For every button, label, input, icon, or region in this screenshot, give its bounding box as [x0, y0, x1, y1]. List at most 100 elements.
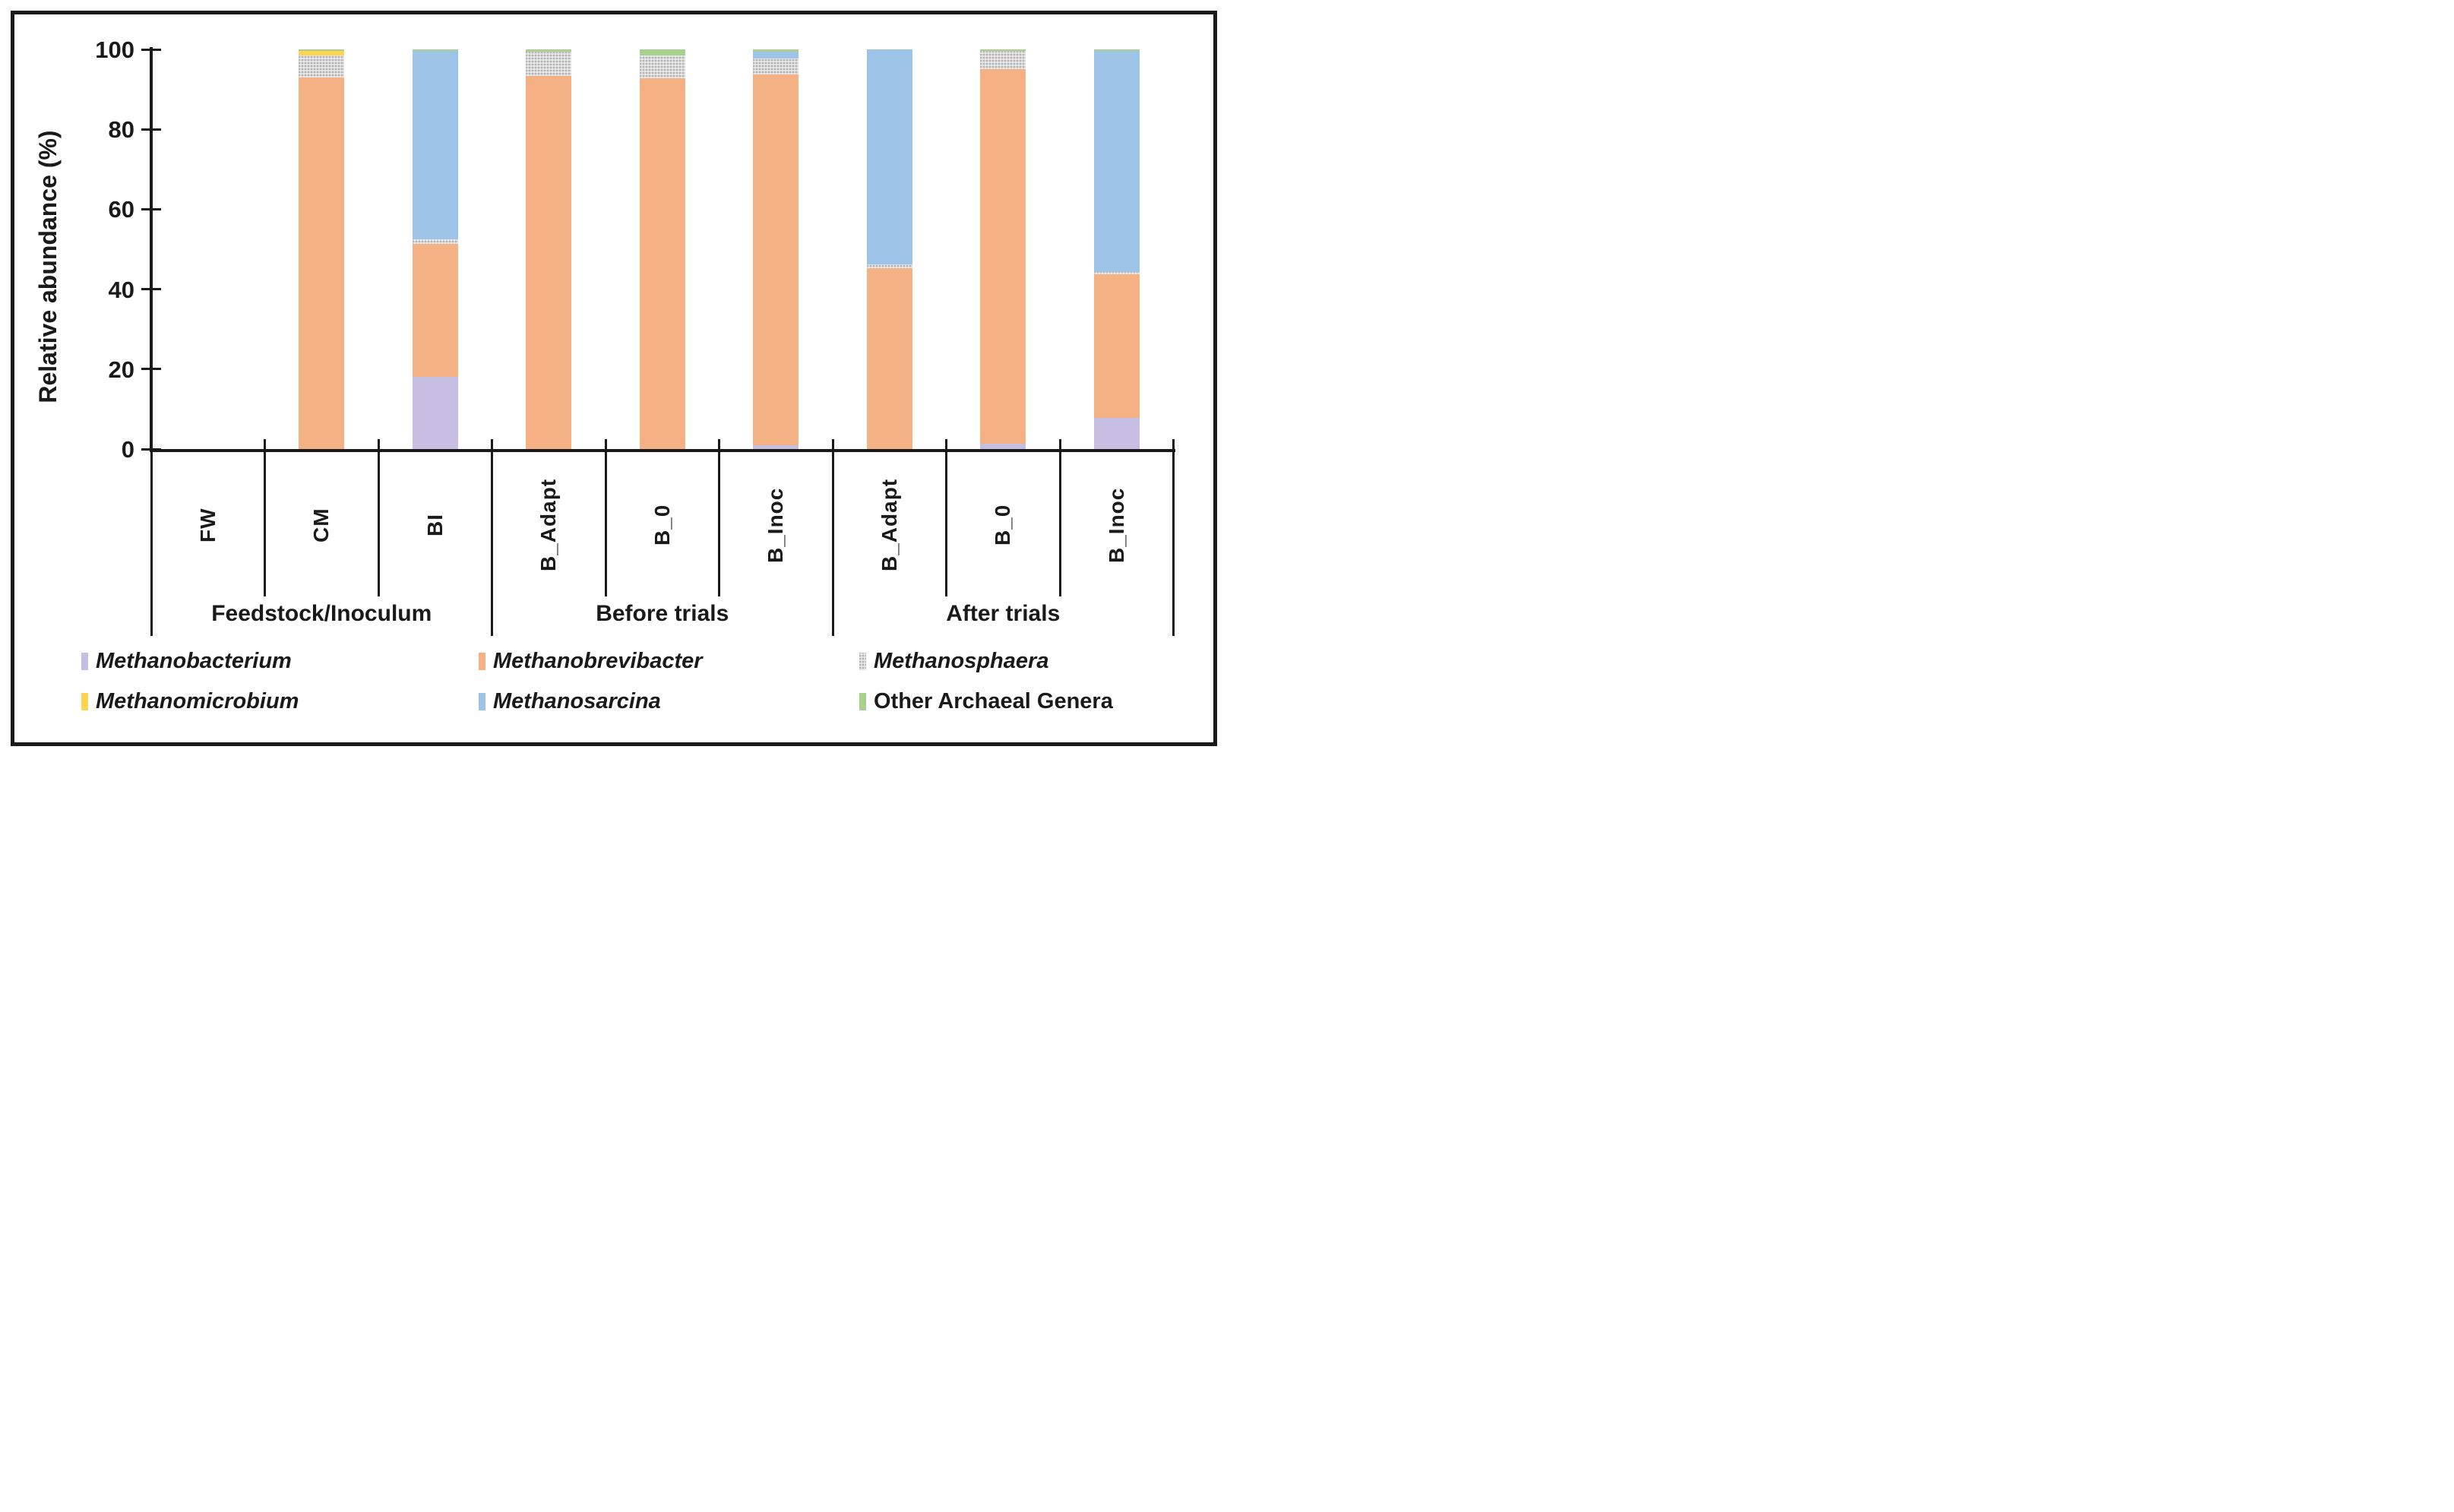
bar-segment-methanosphaera: [412, 239, 458, 245]
x-axis-tick: [491, 439, 493, 449]
x-axis-tick: [150, 439, 153, 449]
category-separator: [718, 452, 720, 596]
x-axis-tick: [831, 439, 834, 449]
legend-label: Methanomicrobium: [96, 688, 299, 713]
group-separator: [1172, 452, 1175, 636]
y-axis-tick: [141, 128, 161, 131]
bar-segment-methanosphaera: [299, 55, 345, 77]
x-axis-tick: [604, 439, 607, 449]
bar-segment-other-archaeal-genera: [639, 49, 685, 56]
group-separator: [491, 452, 493, 636]
bar-segment-methanosarcina: [1093, 50, 1140, 272]
bar-segment-methanobacterium: [412, 377, 458, 449]
plot-area: 100 80 60 40 20 0 FW CM BI B_Adapt B_0 B_Inoc B_Adap…: [14, 14, 1213, 742]
legend-item: Methanomicrobium: [81, 688, 299, 713]
bar-segment-methanosarcina: [866, 49, 912, 264]
y-tick-label: 40: [108, 276, 134, 303]
figure-canvas: 100 80 60 40 20 0 FW CM BI B_Adapt B_0 B_Inoc B_Adap…: [0, 0, 1227, 756]
legend-label: Methanosarcina: [493, 688, 661, 713]
x-axis-tick: [377, 439, 380, 449]
bar-segment-other-archaeal-genera: [299, 49, 345, 51]
category-separator: [1058, 452, 1061, 596]
bar-segment-methanobrevibacter: [753, 74, 799, 446]
figure-border: 100 80 60 40 20 0 FW CM BI B_Adapt B_0 B_Inoc B_Adap…: [11, 11, 1217, 746]
bar-segment-methanobrevibacter: [526, 75, 572, 449]
y-tick-label: 20: [108, 356, 134, 383]
bar-segment-other-archaeal-genera: [412, 49, 458, 52]
bar-segment-methanomicrobium: [299, 50, 345, 56]
bar-segment-methanosphaera: [753, 59, 799, 75]
x-axis-tick: [718, 439, 720, 449]
y-axis-tick: [141, 368, 161, 371]
y-axis-title: Relative abundance (%): [34, 130, 62, 403]
x-axis-tick: [1172, 439, 1175, 449]
bar-segment-methanobrevibacter: [412, 244, 458, 378]
bar-segment-other-archaeal-genera: [1093, 49, 1140, 51]
group-label: After trials: [946, 601, 1061, 626]
y-tick-label: 0: [121, 436, 134, 463]
bar-segment-methanosarcina: [753, 51, 799, 59]
bar-segment-methanosphaera: [1093, 271, 1140, 274]
category-label: B_0: [991, 504, 1015, 546]
category-label: B_Adapt: [536, 478, 561, 572]
category-label: CM: [309, 508, 334, 542]
legend-swatch: [81, 692, 88, 710]
legend-swatch: [859, 692, 866, 710]
category-label: FW: [195, 508, 220, 542]
y-tick-label: 60: [108, 196, 134, 223]
y-axis-line: [150, 47, 153, 451]
legend-label: Methanosphaera: [874, 648, 1049, 673]
category-label: BI: [422, 514, 447, 536]
category-label: B_Inoc: [1104, 487, 1128, 563]
bar-segment-methanosphaera: [526, 52, 572, 76]
category-label: B_Adapt: [877, 478, 901, 572]
bar-segment-methanobrevibacter: [639, 78, 685, 449]
bar-segment-methanobrevibacter: [299, 77, 345, 449]
legend-swatch: [479, 652, 485, 670]
y-tick-label: 80: [108, 116, 134, 144]
category-separator: [264, 452, 266, 596]
legend-item: Methanosarcina: [479, 688, 661, 713]
x-axis-tick: [264, 439, 266, 449]
group-label: Feedstock/Inoculum: [211, 601, 432, 626]
y-tick-label: 100: [95, 36, 134, 63]
bar-segment-methanosphaera: [639, 55, 685, 79]
x-axis-tick: [945, 439, 947, 449]
x-axis-tick: [1058, 439, 1061, 449]
y-axis-tick: [141, 448, 161, 451]
category-label: B_Inoc: [764, 487, 788, 563]
bar-segment-methanosphaera: [866, 264, 912, 268]
y-axis-tick: [141, 288, 161, 291]
y-axis-tick: [141, 48, 161, 51]
bar-segment-methanobacterium: [1093, 418, 1140, 449]
legend-swatch: [81, 652, 88, 670]
legend-item: Other Archaeal Genera: [859, 688, 1113, 713]
legend-label: Methanobacterium: [96, 648, 292, 673]
legend-item: Methanobacterium: [81, 648, 292, 673]
group-separator: [831, 452, 834, 636]
bar-segment-other-archaeal-genera: [526, 49, 572, 52]
group-separator: [150, 452, 153, 636]
x-axis-line: [150, 449, 1175, 452]
bar-segment-methanobrevibacter: [980, 69, 1026, 444]
y-axis-tick: [141, 207, 161, 210]
bar-segment-methanobacterium: [980, 443, 1026, 449]
legend-label: Other Archaeal Genera: [874, 688, 1113, 713]
bar-segment-methanosphaera: [980, 51, 1026, 70]
category-separator: [377, 452, 380, 596]
bar-segment-methanobrevibacter: [1093, 274, 1140, 419]
category-label: B_0: [650, 504, 674, 546]
category-separator: [945, 452, 947, 596]
bar-segment-methanosarcina: [412, 51, 458, 239]
bar-segment-methanobacterium: [753, 445, 799, 449]
legend-swatch: [859, 652, 866, 670]
legend-swatch: [479, 692, 485, 710]
legend-item: Methanobrevibacter: [479, 648, 703, 673]
legend-label: Methanobrevibacter: [493, 648, 703, 673]
bar-segment-other-archaeal-genera: [980, 49, 1026, 52]
bar-segment-other-archaeal-genera: [753, 49, 799, 52]
group-label: Before trials: [596, 601, 729, 626]
category-separator: [604, 452, 607, 596]
legend-item: Methanosphaera: [859, 648, 1049, 673]
bar-segment-methanobrevibacter: [866, 267, 912, 449]
